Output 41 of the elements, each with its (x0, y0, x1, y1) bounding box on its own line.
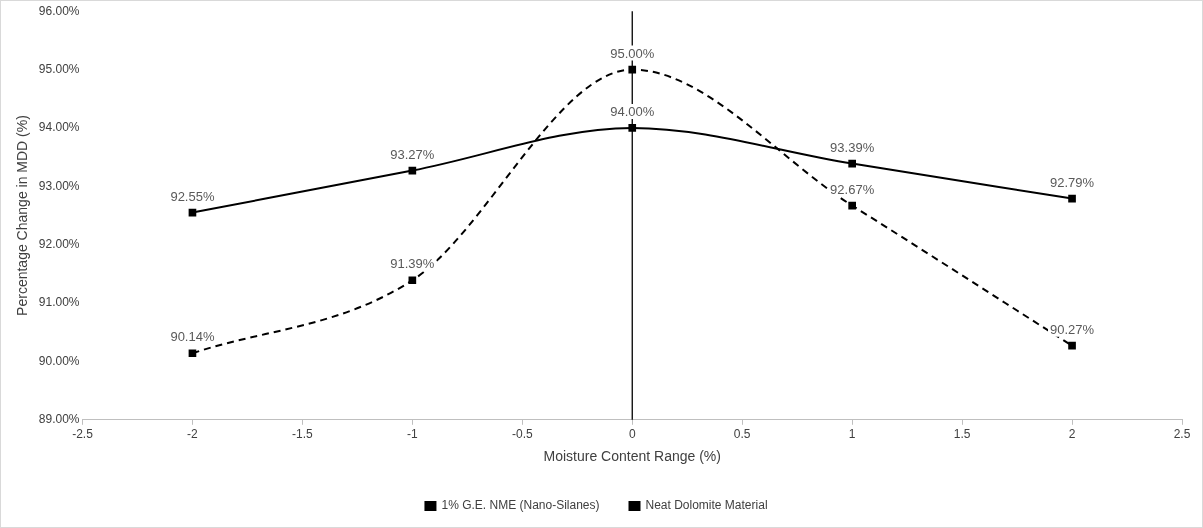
x-tick-label: -1.5 (292, 427, 314, 442)
y-axis-title: Percentage Change in MDD (%) (14, 115, 31, 316)
point (848, 201, 856, 210)
legend-label: 1% G.E. NME (Nano-Silanes) (441, 498, 600, 513)
x-tick-label: 1 (848, 427, 856, 442)
data-label: 95.00% (610, 45, 655, 61)
data-label: 92.79% (1050, 174, 1095, 190)
point (848, 159, 856, 168)
data-label: 94.00% (610, 104, 655, 120)
point (1068, 194, 1076, 203)
data-label: 90.27% (1050, 321, 1095, 337)
x-tick-label: -2.5 (72, 427, 94, 442)
data-label: 90.14% (170, 329, 215, 345)
data-label: 92.55% (170, 188, 215, 204)
x-tick-label: -1 (407, 427, 419, 442)
x-tick-label: 2.5 (1173, 427, 1191, 442)
y-tick-label: 91.00% (38, 295, 80, 310)
data-label: 92.67% (830, 181, 875, 197)
y-tick-label: 95.00% (38, 61, 80, 76)
legend-label: Neat Dolomite Material (645, 498, 768, 513)
point (1068, 341, 1076, 350)
data-label: 93.39% (830, 139, 875, 155)
x-tick-label: -0.5 (511, 427, 533, 442)
y-tick-label: 89.00% (38, 412, 80, 427)
point (628, 124, 637, 132)
data-label: 93.27% (390, 146, 435, 162)
y-tick-label: 90.00% (38, 353, 80, 368)
x-axis-title: Moisture Content Range (%) (543, 448, 721, 465)
x-tick-label: 0.5 (733, 427, 751, 442)
y-tick-label: 93.00% (38, 178, 80, 193)
y-tick-label: 96.00% (38, 3, 80, 18)
point (628, 65, 637, 74)
x-tick-label: -2 (187, 427, 199, 442)
x-tick-label: 2 (1068, 427, 1076, 442)
y-tick-label: 94.00% (38, 120, 80, 135)
y-tick-label: 92.00% (38, 237, 80, 251)
point (188, 349, 197, 358)
x-tick-label: 0 (628, 427, 636, 442)
data-label: 91.39% (390, 256, 435, 272)
point (408, 276, 417, 285)
x-tick-label: 1.5 (953, 427, 971, 442)
